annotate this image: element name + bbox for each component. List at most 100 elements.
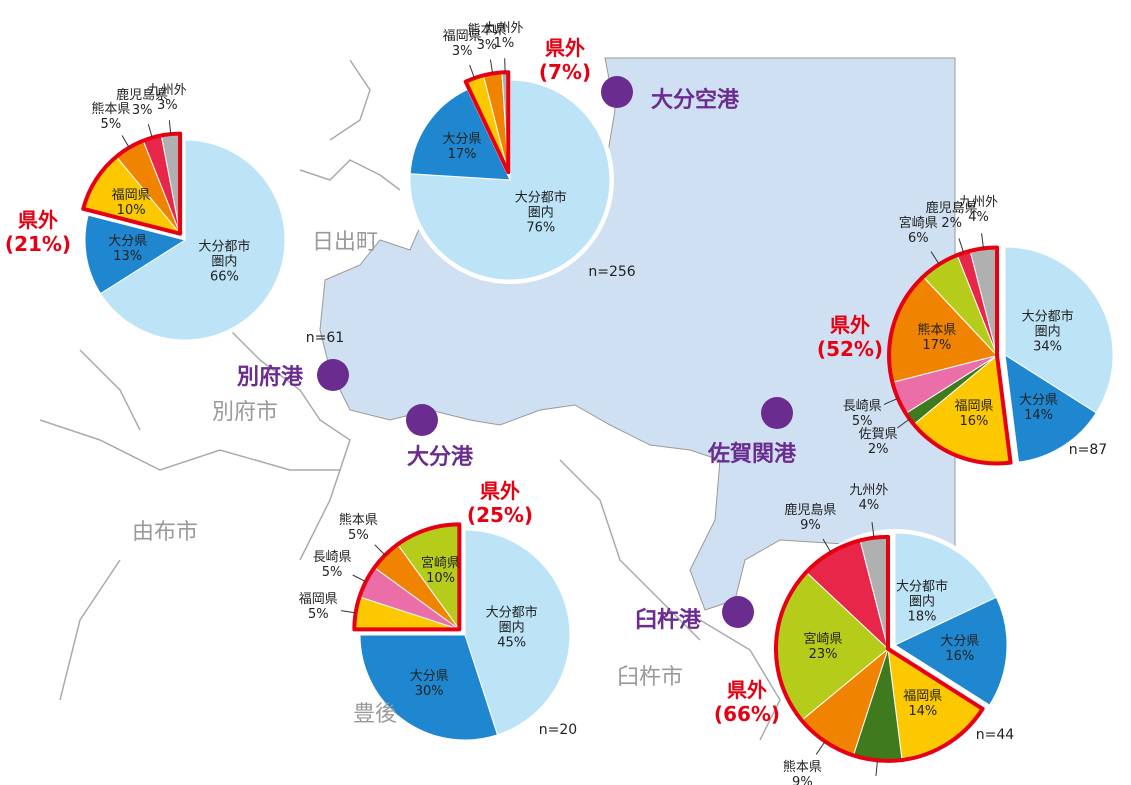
annotation-line: 県外 — [830, 313, 870, 337]
slice-label: 佐賀県 2% — [851, 427, 906, 457]
place-name: 日出町 — [311, 230, 379, 255]
outside-group-outline — [773, 534, 985, 763]
pie — [341, 522, 574, 744]
value-label: 9% — [792, 774, 813, 785]
leader-line — [147, 124, 153, 138]
slice-label: 宮崎県 6% — [891, 216, 946, 246]
slice-label: 九州外 4% — [951, 195, 1006, 225]
slice-label: 大分県 16% — [933, 634, 988, 664]
category-label: 熊本県 — [782, 759, 822, 775]
value-label: 34% — [1033, 339, 1063, 355]
leader-line — [489, 59, 494, 74]
leader-line — [897, 418, 910, 429]
category-label: 福岡県 — [954, 398, 994, 414]
sample-size: n=20 — [538, 722, 578, 738]
value-label: 5% — [100, 116, 122, 132]
slice-label: 九州外 1% — [477, 21, 532, 51]
port-name: 別府港 — [236, 365, 304, 390]
annotation-line: (52%) — [816, 337, 884, 361]
slice-label: 大分県 13% — [100, 234, 155, 264]
category-label: 宮崎県 — [898, 216, 938, 232]
sample-size: n=61 — [305, 330, 345, 346]
value-label: 9% — [800, 517, 821, 533]
slice-label: 福岡県 5% — [291, 592, 346, 622]
pie-slice — [99, 139, 286, 341]
slice-label: 福岡県 14% — [896, 689, 951, 719]
value-label: 3% — [476, 37, 498, 53]
pie — [81, 120, 289, 344]
value-label: 10% — [116, 202, 146, 218]
value-label: 45% — [497, 635, 527, 651]
annotation-line: 県外 — [545, 36, 585, 60]
slice-label: 熊本県 5% — [331, 513, 386, 543]
value-label: 2% — [867, 441, 889, 457]
value-label: 17% — [922, 338, 952, 354]
outside-annotation: 県外 (52%) — [817, 313, 883, 361]
slice-label: 福岡県 16% — [947, 399, 1002, 429]
slice-label: 九州外 4% — [842, 483, 897, 513]
outside-annotation: 県外 (25%) — [467, 479, 533, 527]
category-label: 大分県 — [442, 132, 482, 148]
place-name: 豊後 — [352, 702, 398, 727]
category-label: 大分県 — [1019, 392, 1059, 408]
annotation-line: (66%) — [713, 702, 781, 726]
leader-line — [469, 64, 475, 79]
annotation-line: 県外 — [480, 479, 520, 503]
category-label: 鹿児島県 — [784, 502, 837, 518]
value-label: 4% — [858, 497, 880, 513]
value-label: 66% — [209, 269, 239, 285]
port-name: 大分空港 — [650, 88, 740, 113]
category-label: 熊本県 — [917, 323, 957, 339]
leader-line — [981, 233, 984, 249]
slice-label: 大分県 30% — [402, 669, 457, 699]
category-label: 大分都市圏内 — [895, 579, 948, 610]
slice-label: 九州外 3% — [140, 83, 195, 113]
slice-label: 福岡県 10% — [104, 188, 159, 218]
value-label: 17% — [447, 147, 477, 163]
category-label: 大分県 — [108, 234, 148, 250]
value-label: 3% — [451, 44, 473, 60]
category-label: 福岡県 — [903, 688, 943, 704]
value-label: 1% — [493, 36, 515, 52]
sample-size: n=44 — [975, 727, 1015, 743]
pie-slice — [409, 88, 511, 181]
category-label: 佐賀県 — [858, 426, 898, 442]
category-label: 大分都市圏内 — [485, 605, 538, 636]
value-label: 3% — [131, 103, 153, 119]
slice-label: 大分都市圏内 45% — [484, 605, 539, 650]
leader-line — [875, 760, 878, 777]
leader-line — [930, 251, 940, 265]
port-name: 臼杵港 — [634, 608, 702, 633]
borders — [39, 59, 781, 741]
slice-label: 熊本県 5% — [84, 102, 139, 132]
value-label: 23% — [808, 646, 838, 662]
category-label: 福岡県 — [442, 29, 482, 45]
pie-slice — [464, 529, 571, 736]
category-label: 九州外 — [147, 83, 187, 99]
category-label: 熊本県 — [91, 101, 131, 117]
category-label: 大分都市圏内 — [198, 239, 251, 270]
sample-size: n=256 — [588, 264, 636, 280]
leader-line — [352, 574, 367, 583]
port-icons — [317, 76, 793, 628]
category-label: 宮崎県 — [421, 556, 461, 572]
annotation-line: 県外 — [727, 678, 767, 702]
pie — [406, 58, 614, 284]
category-label: 大分県 — [409, 669, 449, 685]
slice-label: 大分都市圏内 66% — [197, 239, 252, 284]
category-label: 大分都市圏内 — [514, 190, 567, 221]
pie-slice — [84, 214, 187, 295]
slice-label: 鹿児島県 2% — [924, 201, 979, 231]
leader-line — [883, 397, 899, 405]
value-label: 16% — [959, 413, 989, 429]
value-label: 13% — [113, 249, 143, 265]
pie-slice — [1004, 354, 1097, 463]
value-label: 14% — [908, 703, 938, 719]
value-label: 2% — [941, 215, 962, 231]
leader-line — [121, 135, 130, 148]
sample-size: n=87 — [1068, 442, 1108, 458]
slice-label: 鹿児島県 9% — [783, 503, 838, 533]
value-label: 5% — [348, 528, 369, 544]
category-label: 鹿児島県 — [925, 200, 978, 216]
category-label: 長崎県 — [312, 549, 352, 565]
